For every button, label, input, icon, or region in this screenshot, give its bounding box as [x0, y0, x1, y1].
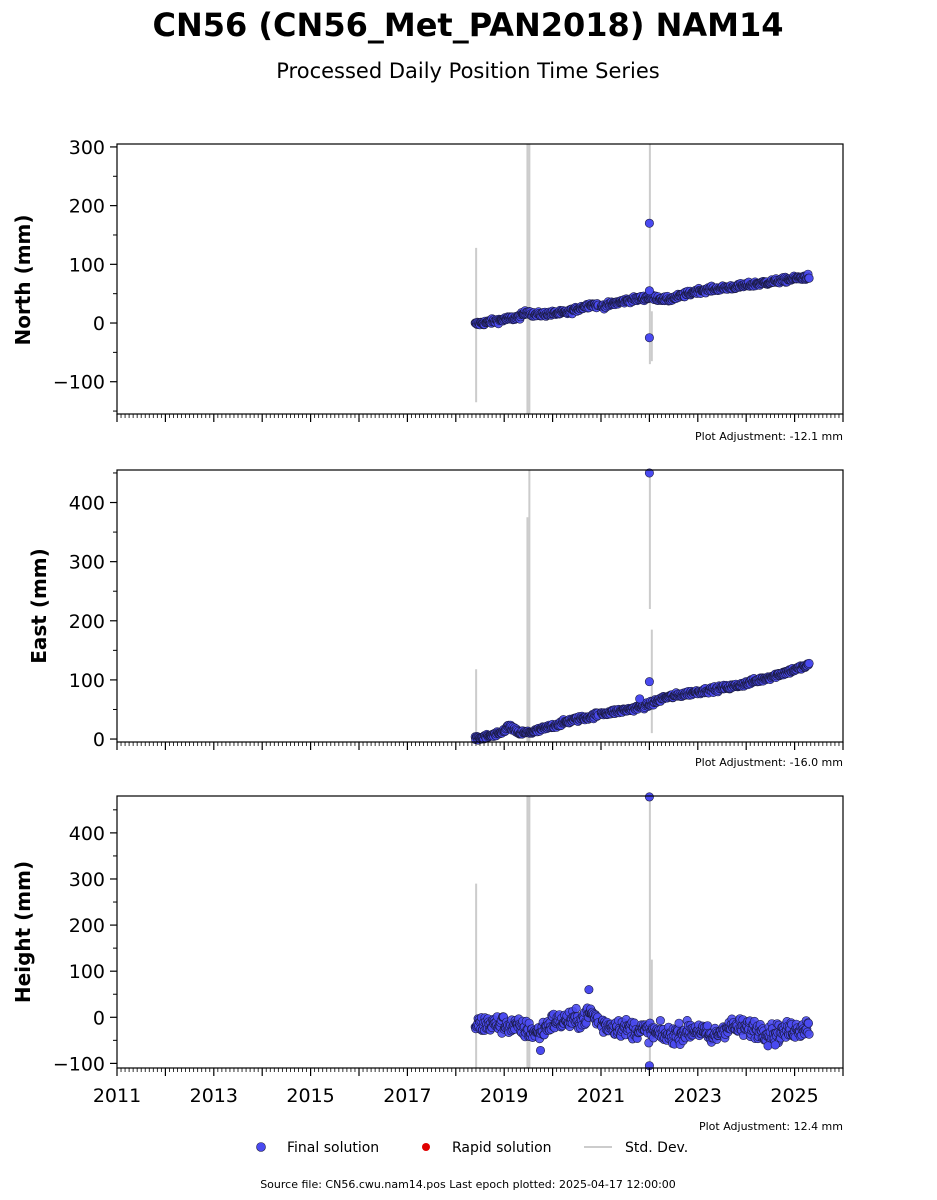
height-point: [571, 1003, 581, 1013]
east-ytick-label: 300: [69, 552, 105, 574]
north-std-lines: [475, 144, 653, 414]
east-outlier-point: [644, 677, 654, 687]
north-plot-adjustment: Plot Adjustment: -12.1 mm: [695, 430, 843, 443]
height-panel: −100 0 100 200 300 400 2011 2013 2015 2017 2019 202…: [11, 792, 844, 1133]
height-outlier-point: [644, 792, 654, 802]
height-point: [702, 1021, 712, 1031]
legend-std-label: Std. Dev.: [625, 1140, 688, 1156]
north-ytick-label: 200: [69, 196, 105, 218]
north-ytick-label: 100: [69, 254, 105, 276]
north-outlier-point: [644, 286, 654, 296]
east-ytick-label: 200: [69, 611, 105, 633]
chart-title: CN56 (CN56_Met_PAN2018) NAM14: [152, 6, 783, 44]
height-ylabel: Height (mm): [11, 861, 35, 1003]
north-outlier-point: [644, 218, 654, 228]
height-ytick-label: 400: [69, 823, 105, 845]
east-outlier-point: [644, 468, 654, 478]
height-ytick-label: 0: [93, 1007, 105, 1029]
legend-rapid-label: Rapid solution: [452, 1140, 552, 1156]
east-ytick-label: 100: [69, 670, 105, 692]
east-outlier-point: [635, 694, 645, 704]
height-ytick-label: −100: [53, 1053, 105, 1075]
east-ytick-label: 0: [93, 729, 105, 751]
height-axes: −100 0 100 200 300 400 2011 2013 2015 2017 2019 202…: [53, 795, 844, 1107]
height-point: [655, 1016, 665, 1026]
east-axes: 0 100 200 300 400: [69, 469, 844, 751]
height-xtick-label: 2023: [674, 1085, 722, 1107]
height-ytick-label: 200: [69, 915, 105, 937]
height-outlier-point: [770, 1040, 780, 1050]
height-point: [804, 1029, 814, 1039]
east-ylabel: East (mm): [27, 548, 51, 664]
height-ytick-label: 100: [69, 961, 105, 983]
north-point: [804, 273, 814, 283]
height-ytick-label: 300: [69, 869, 105, 891]
legend-rapid-marker: [422, 1143, 430, 1151]
north-ytick-label: 0: [93, 313, 105, 335]
legend-final-marker: [256, 1142, 266, 1152]
east-ytick-label: 400: [69, 493, 105, 515]
height-points: [470, 792, 814, 1071]
legend-final-label: Final solution: [287, 1140, 379, 1156]
source-line: Source file: CN56.cwu.nam14.pos Last epo…: [260, 1178, 676, 1191]
height-xtick-label: 2017: [383, 1085, 431, 1107]
north-outlier-point: [644, 333, 654, 343]
east-plot-adjustment: Plot Adjustment: -16.0 mm: [695, 756, 843, 769]
height-plot-adjustment: Plot Adjustment: 12.4 mm: [699, 1120, 843, 1133]
height-outlier-point: [584, 985, 594, 995]
height-xtick-label: 2013: [190, 1085, 238, 1107]
north-ytick-label: −100: [53, 372, 105, 394]
height-point: [803, 1018, 813, 1028]
north-axes: −100 0 100 200 300: [53, 137, 844, 422]
chart-subtitle: Processed Daily Position Time Series: [276, 59, 660, 83]
height-outlier-point: [535, 1045, 545, 1055]
north-ylabel: North (mm): [11, 214, 35, 345]
legend: Final solution Rapid solution Std. Dev.: [256, 1140, 688, 1156]
height-xtick-label: 2011: [93, 1085, 141, 1107]
east-panel: 0 100 200 300 400 East (mm) Plot Adjustment:…: [27, 468, 844, 769]
east-points: [470, 468, 814, 745]
north-points: [470, 218, 814, 343]
east-std-lines: [475, 470, 653, 742]
height-point: [674, 1018, 684, 1028]
north-ytick-label: 300: [69, 137, 105, 159]
north-panel: −100 0 100 200 300 North (mm) Plot Adjustmen…: [11, 137, 844, 443]
height-xtick-label: 2025: [770, 1085, 818, 1107]
height-xtick-label: 2021: [577, 1085, 625, 1107]
height-xtick-label: 2019: [480, 1085, 528, 1107]
east-point: [804, 658, 814, 668]
north-frame: [116, 143, 844, 415]
east-frame: [116, 469, 844, 743]
height-xtick-label: 2015: [286, 1085, 334, 1107]
